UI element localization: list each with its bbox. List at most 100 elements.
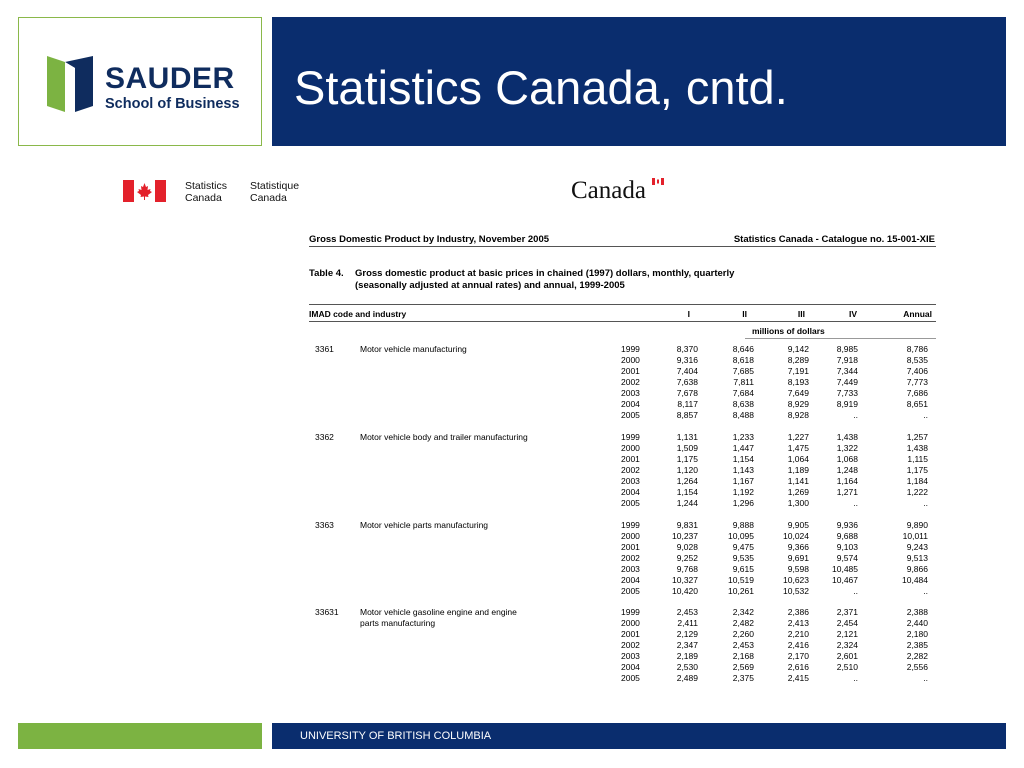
cell-annual: 7,686 xyxy=(906,388,928,398)
col-header-q2: II xyxy=(742,309,747,319)
cell-q3: 8,929 xyxy=(787,399,809,409)
cell-q3: 7,191 xyxy=(787,366,809,376)
cell-q3: 1,189 xyxy=(787,465,809,475)
cell-year: 2001 xyxy=(621,366,640,376)
cell-q1: 2,453 xyxy=(676,607,698,617)
cell-year: 2004 xyxy=(621,487,640,497)
col-header-q4: IV xyxy=(848,309,857,319)
cell-annual: .. xyxy=(923,673,928,683)
table-row: 2005 8,857 8,488 8,928.... xyxy=(309,410,936,421)
cell-q4: 1,164 xyxy=(836,476,858,486)
cell-year: 1999 xyxy=(621,432,640,442)
cell-q1: 10,327 xyxy=(672,575,698,585)
cell-q4: 1,438 xyxy=(836,432,858,442)
table-row: 2000 10,237 10,095 10,024 9,688 10,011 xyxy=(309,531,936,542)
col-header-industry: IMAD code and industry xyxy=(309,309,407,319)
cell-q1: 2,489 xyxy=(676,673,698,683)
cell-q1: 9,316 xyxy=(676,355,698,365)
cell-q1: 1,120 xyxy=(676,465,698,475)
cell-q1: 9,831 xyxy=(676,520,698,530)
cell-q3: 9,142 xyxy=(787,344,809,354)
cell-q3: 9,598 xyxy=(787,564,809,574)
cell-q2: 2,375 xyxy=(732,673,754,683)
cell-q1: 9,768 xyxy=(676,564,698,574)
cell-q1: 8,857 xyxy=(676,410,698,420)
cell-q3: 1,300 xyxy=(787,498,809,508)
cell-q3: 2,413 xyxy=(787,618,809,628)
cell-q1: 8,370 xyxy=(676,344,698,354)
cell-q3: 8,289 xyxy=(787,355,809,365)
table-row: 1999 1,131 1,233 1,227 1,438 1,257 xyxy=(309,432,936,443)
cell-year: 2002 xyxy=(621,377,640,387)
cell-q4: 10,485 xyxy=(832,564,858,574)
cell-q1: 7,678 xyxy=(676,388,698,398)
cell-q2: 8,618 xyxy=(732,355,754,365)
cell-annual: 2,180 xyxy=(906,629,928,639)
cell-q4: 9,103 xyxy=(836,542,858,552)
cell-q4: .. xyxy=(853,673,858,683)
cell-q1: 1,154 xyxy=(676,487,698,497)
cell-q4: .. xyxy=(853,586,858,596)
table-row: 2003 1,264 1,167 1,141 1,164 1,184 xyxy=(309,476,936,487)
cell-q3: 9,905 xyxy=(787,520,809,530)
cell-q2: 2,260 xyxy=(732,629,754,639)
cell-year: 2000 xyxy=(621,355,640,365)
cell-q4: 2,371 xyxy=(836,607,858,617)
table-row: 2002 7,638 7,811 8,193 7,449 7,773 xyxy=(309,377,936,388)
table-row: 2004 8,117 8,638 8,929 8,919 8,651 xyxy=(309,399,936,410)
cell-q1: 7,404 xyxy=(676,366,698,376)
table-row: 2004 2,530 2,569 2,616 2,510 2,556 xyxy=(309,662,936,673)
cell-q2: 8,488 xyxy=(732,410,754,420)
cell-q4: 2,510 xyxy=(836,662,858,672)
table-row: 2001 9,028 9,475 9,366 9,103 9,243 xyxy=(309,542,936,553)
cell-q4: 9,688 xyxy=(836,531,858,541)
industry-name-line: parts manufacturing xyxy=(360,618,436,628)
cell-year: 2001 xyxy=(621,454,640,464)
cell-annual: .. xyxy=(923,586,928,596)
cell-q4: 7,449 xyxy=(836,377,858,387)
cell-q2: 1,167 xyxy=(732,476,754,486)
cell-q1: 2,347 xyxy=(676,640,698,650)
cell-q3: 8,193 xyxy=(787,377,809,387)
table-row: 2005 10,420 10,261 10,532.... xyxy=(309,586,936,597)
cell-q3: 1,227 xyxy=(787,432,809,442)
rule-header-top xyxy=(309,304,936,305)
cell-q4: 8,919 xyxy=(836,399,858,409)
cell-q3: 7,649 xyxy=(787,388,809,398)
cell-q2: 1,296 xyxy=(732,498,754,508)
cell-annual: 2,282 xyxy=(906,651,928,661)
cell-annual: 9,866 xyxy=(906,564,928,574)
cell-q2: 2,453 xyxy=(732,640,754,650)
cell-annual: .. xyxy=(923,498,928,508)
footer-text: UNIVERSITY OF BRITISH COLUMBIA xyxy=(300,730,492,742)
table-row: 2000 1,509 1,447 1,475 1,322 1,438 xyxy=(309,443,936,454)
cell-year: 2005 xyxy=(621,498,640,508)
cell-q1: 1,131 xyxy=(676,432,698,442)
cell-annual: 1,184 xyxy=(906,476,928,486)
industry-code: 3363 xyxy=(315,520,334,530)
cell-q2: 9,475 xyxy=(732,542,754,552)
cell-year: 2002 xyxy=(621,553,640,563)
industry-name: Motor vehicle manufacturing xyxy=(360,344,467,355)
cell-q2: 1,143 xyxy=(732,465,754,475)
cell-q1: 2,129 xyxy=(676,629,698,639)
title-band: Statistics Canada, cntd. xyxy=(272,17,1006,146)
logo-name: SAUDER xyxy=(105,62,235,95)
table-caption: Table 4. Gross domestic product at basic … xyxy=(309,268,734,292)
table-row: 2001 1,175 1,154 1,064 1,068 1,115 xyxy=(309,454,936,465)
industry-group: 3362 Motor vehicle body and trailer manuf… xyxy=(309,432,936,509)
table-row: 2001 2,129 2,260 2,210 2,121 2,180 xyxy=(309,629,936,640)
cell-q4: 2,454 xyxy=(836,618,858,628)
cell-q4: 1,068 xyxy=(836,454,858,464)
cell-annual: 1,115 xyxy=(907,454,928,464)
cell-q1: 7,638 xyxy=(676,377,698,387)
cell-q4: 1,322 xyxy=(836,443,858,453)
cell-annual: 2,556 xyxy=(906,662,928,672)
cell-annual: 1,175 xyxy=(906,465,928,475)
cell-annual: 2,388 xyxy=(906,607,928,617)
cell-annual: 9,513 xyxy=(906,553,928,563)
cell-q2: 2,168 xyxy=(732,651,754,661)
cell-q2: 9,535 xyxy=(732,553,754,563)
cell-year: 2005 xyxy=(621,586,640,596)
footer-green-bar xyxy=(18,723,262,749)
